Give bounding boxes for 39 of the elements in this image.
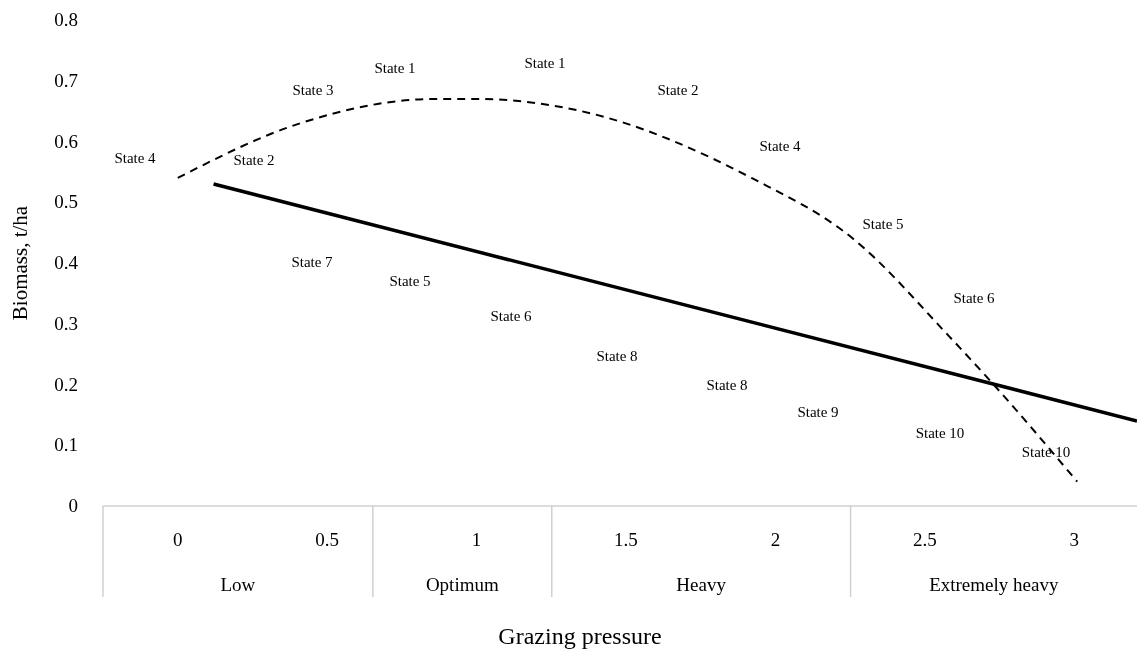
x-tick-label: 0.5 <box>315 529 340 550</box>
y-tick-label: 0.6 <box>54 130 78 152</box>
annotation: State 4 <box>114 150 157 166</box>
text: Optimum <box>425 574 499 595</box>
annotation: State 5 <box>862 216 904 232</box>
annotation: State 8 <box>706 377 748 393</box>
annotation: State 10 <box>915 425 965 441</box>
annotation: State 2 <box>233 152 275 168</box>
x-tick-label: 1.5 <box>614 529 638 550</box>
annotation: State 3 <box>292 82 334 98</box>
annotation: State 10 <box>1021 444 1071 460</box>
x-tick-label: 3 <box>1069 529 1079 550</box>
y-tick-label: 0.3 <box>54 312 78 334</box>
annotation: State 7 <box>291 254 334 270</box>
annotation: State 2 <box>657 82 699 98</box>
y-axis-title: Biomass, t/ha <box>8 205 32 321</box>
x-tick-label: 2 <box>770 529 781 550</box>
text: Extremely heavy <box>929 574 1059 595</box>
annotation: State 9 <box>797 404 839 420</box>
annotation: State 8 <box>596 348 638 364</box>
y-tick-label: 0.2 <box>54 373 78 395</box>
x-tick-label: 1 <box>471 529 482 550</box>
annotation: State 4 <box>759 138 802 154</box>
y-tick-label: 0.5 <box>54 191 78 213</box>
y-tick-label: 0.1 <box>54 434 78 456</box>
text: Heavy <box>676 574 727 595</box>
x-axis-title: Grazing pressure <box>498 623 662 649</box>
x-tick-label: 0 <box>172 529 183 550</box>
y-tick-label: 0.7 <box>54 69 78 91</box>
annotation: State 6 <box>490 308 533 324</box>
text: Low <box>220 574 256 595</box>
annotation: State 6 <box>953 290 996 306</box>
annotation: State 1 <box>374 60 416 76</box>
annotation: State 5 <box>389 273 431 289</box>
annotation: State 1 <box>524 55 566 71</box>
y-tick-label: 0.8 <box>54 9 78 30</box>
y-tick-label: 0.4 <box>54 252 79 273</box>
y-tick-label: 0 <box>68 495 78 516</box>
x-tick-label: 2.5 <box>912 529 937 550</box>
